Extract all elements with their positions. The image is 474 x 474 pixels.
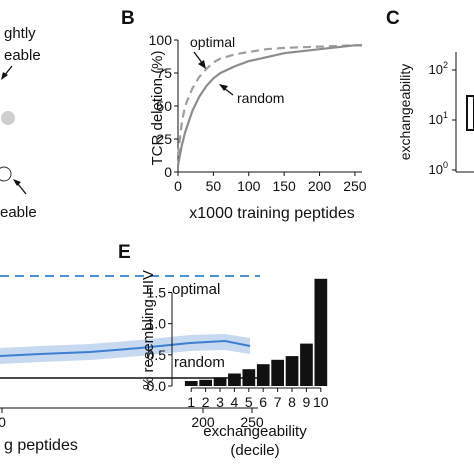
panel-b-axes: 0 25 50 75 100 0 50 100 150 200 250 (149, 32, 367, 194)
panel-c-tick-label: 102 (429, 60, 448, 77)
panel-e-x-tick-label: 10 (313, 394, 329, 410)
panel-e-bar (271, 359, 284, 386)
panel-e-x-tick-label: 6 (259, 394, 267, 410)
panel-e-y-tick-label: 0.5 (147, 347, 167, 363)
panel-b-legend-random-arrowhead (219, 84, 228, 91)
panel-e-bar (184, 381, 198, 386)
panel-b-x-tick-label: 50 (206, 178, 222, 194)
panel-b-series (176, 44, 362, 166)
panel-e-y-tick-label: 1.5 (147, 284, 167, 300)
panel-b-y-tick-label: 50 (156, 98, 172, 114)
panel-a-grey-node (1, 111, 15, 125)
panel-e-bar (256, 364, 270, 386)
panel-d-tick-label: 0 (0, 414, 6, 430)
panel-c-box (466, 95, 474, 131)
panel-a-white-node (0, 166, 12, 182)
panel-e-bar-chart: E % resembling HIV exchangeability (deci… (118, 242, 329, 459)
panel-a-arrow-top-head (1, 72, 8, 80)
panel-b-line-chart: B TCR deletion (%) x1000 training peptid… (121, 8, 367, 222)
panel-d: optimal random 0 200 250 g peptides (0, 275, 264, 454)
panel-d-random-label: random (174, 354, 225, 371)
panel-a-arrow-bottom (17, 183, 27, 195)
panel-e-x-axis-label: exchangeability (203, 423, 307, 440)
panel-b-x-tick-label: 250 (343, 178, 367, 194)
panel-b-series-line-random (176, 44, 362, 166)
panel-e-bar (228, 373, 241, 386)
panel-c: C exchangeability 102 101 100 (386, 8, 474, 177)
panel-e-bars (184, 278, 328, 386)
panel-e-bar (314, 278, 328, 386)
panel-e-bar (213, 377, 227, 386)
panel-b-x-axis-label: x1000 training peptides (189, 205, 354, 222)
panel-a-label-bottom: eable (0, 204, 37, 221)
panel-e-x-tick-label: 9 (303, 394, 311, 410)
panel-a-arrow-bottom-head (13, 179, 21, 186)
panel-e-y-axis-label: % resembling HIV (140, 270, 157, 390)
panel-d-tick-label: 250 (240, 414, 264, 430)
panel-e-x-tick-label: 1 (187, 394, 195, 410)
panel-b-legend-random-label: random (237, 90, 284, 106)
panel-b-y-tick-label: 100 (149, 32, 173, 48)
panel-b-legend-optimal-arrowhead (198, 60, 206, 69)
panel-e-x-tick-label: 2 (202, 394, 210, 410)
panel-b-series-line-optimal (176, 44, 362, 157)
panel-c-y-axis-label: exchangeability (397, 64, 413, 161)
panel-e-x-tick-label: 4 (231, 394, 239, 410)
panel-e-y-tick-label: 1.0 (147, 316, 167, 332)
panel-b-y-tick-label: 75 (156, 65, 172, 81)
panel-b-x-tick-label: 100 (237, 178, 261, 194)
panel-b-x-tick-label: 150 (272, 178, 296, 194)
panel-d-tick-label: 200 (191, 414, 215, 430)
panel-b-x-tick-label: 0 (174, 178, 182, 194)
panel-b-label: B (121, 8, 135, 29)
panel-c-tick-label: 100 (429, 160, 448, 177)
panel-e-x-tick-label: 7 (274, 394, 282, 410)
panel-d-optimal-label: optimal (172, 281, 220, 298)
panel-e-y-tick-label: 0.0 (147, 378, 167, 394)
panel-a-label-top-2: eable (4, 47, 41, 64)
panel-d-x-axis-label: g peptides (4, 437, 78, 454)
panel-e-x-axis-sublabel: (decile) (230, 442, 279, 459)
panel-e-x-tick-label: 3 (216, 394, 224, 410)
panel-b-x-tick-label: 200 (308, 178, 332, 194)
panel-c-tick-label: 101 (429, 110, 448, 127)
panel-a-label-top-1: ghtly (4, 25, 36, 42)
panel-e-x-tick-label: 5 (245, 394, 253, 410)
panel-e-bar (242, 369, 256, 386)
panel-e-x-tick-label: 8 (288, 394, 296, 410)
panel-e-label: E (118, 242, 131, 263)
panel-b-legend-random-arrow (223, 87, 234, 96)
panel-c-label: C (386, 8, 400, 29)
panel-a: ghtly eable eable (0, 25, 41, 221)
panel-b-legend-optimal-label: optimal (190, 34, 235, 50)
panel-b-y-axis-label: TCR deletion (%) (149, 50, 166, 165)
panel-e-axes: 0.0 0.5 1.0 1.5 1 2 3 4 5 6 7 8 9 10 (147, 284, 329, 410)
panel-e-bar (285, 356, 299, 386)
panel-b-y-tick-label: 25 (156, 131, 172, 147)
panel-d-random-line (0, 339, 251, 357)
panel-e-bar (199, 379, 212, 386)
panel-e-bar (300, 343, 313, 386)
panel-b-y-tick-label: 0 (164, 164, 172, 180)
